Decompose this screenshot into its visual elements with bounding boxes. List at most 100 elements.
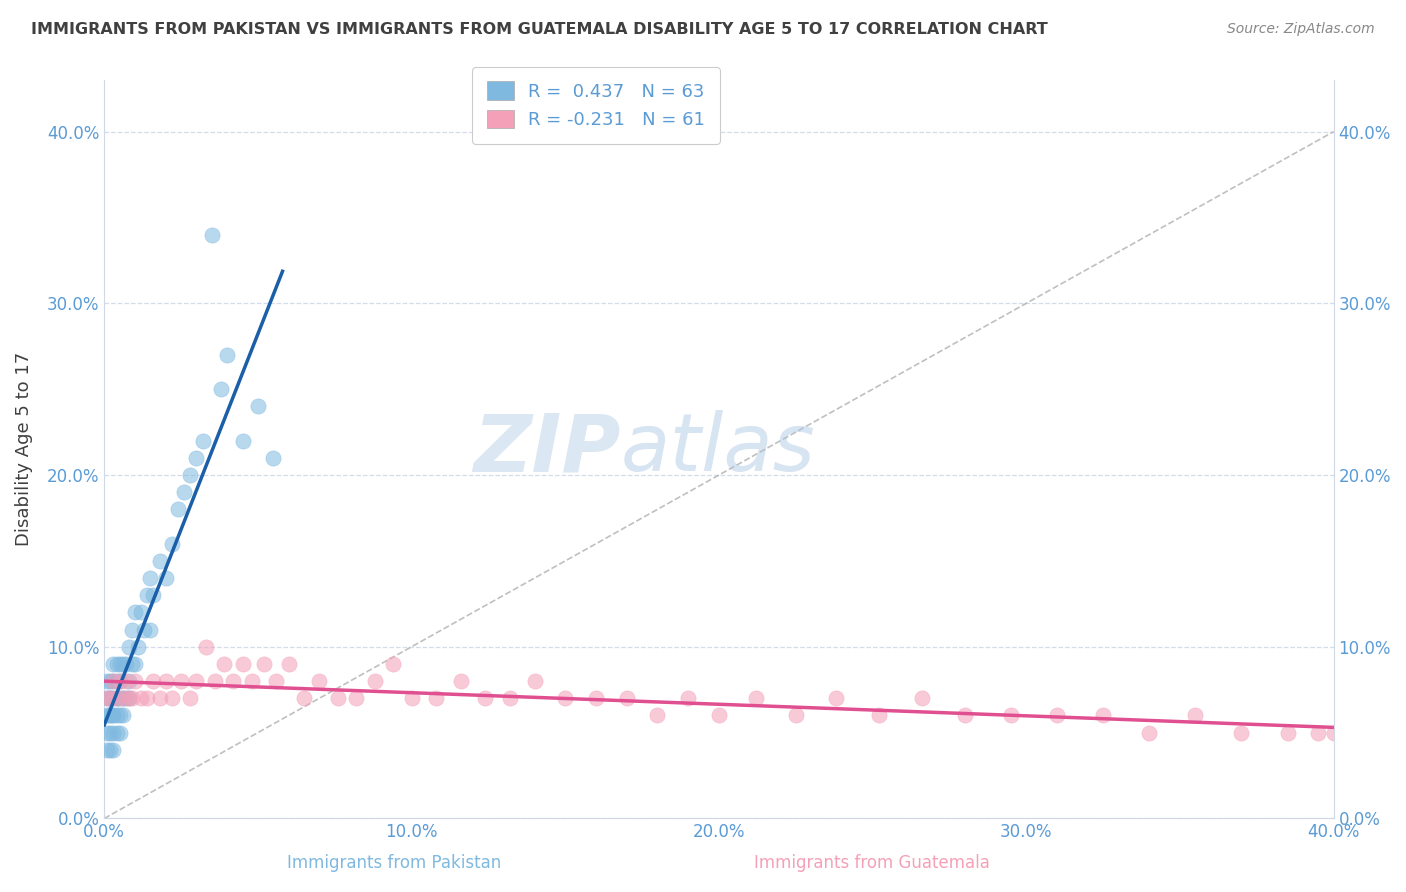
Point bbox=[111, 691, 134, 706]
Point bbox=[127, 640, 149, 654]
Point bbox=[108, 725, 131, 739]
Text: Immigrants from Pakistan: Immigrants from Pakistan bbox=[287, 855, 501, 872]
Point bbox=[585, 691, 607, 706]
Point bbox=[96, 674, 118, 689]
Point bbox=[253, 657, 276, 671]
Point bbox=[1323, 725, 1346, 739]
Point bbox=[139, 571, 162, 585]
Point bbox=[824, 691, 846, 706]
Point bbox=[953, 708, 976, 723]
Point bbox=[108, 674, 131, 689]
Point bbox=[108, 657, 131, 671]
Point bbox=[676, 691, 699, 706]
Point bbox=[232, 434, 254, 448]
Point bbox=[124, 674, 146, 689]
Point bbox=[148, 691, 170, 706]
Point bbox=[155, 571, 177, 585]
Point bbox=[217, 348, 239, 362]
Point bbox=[1184, 708, 1206, 723]
Point bbox=[785, 708, 807, 723]
Point bbox=[136, 691, 159, 706]
Point bbox=[1137, 725, 1160, 739]
Point bbox=[523, 674, 546, 689]
Point bbox=[616, 691, 638, 706]
Point bbox=[136, 588, 159, 602]
Point bbox=[100, 725, 122, 739]
Point bbox=[240, 674, 263, 689]
Point bbox=[103, 674, 125, 689]
Point bbox=[364, 674, 387, 689]
Point bbox=[105, 725, 128, 739]
Point bbox=[647, 708, 669, 723]
Text: Source: ZipAtlas.com: Source: ZipAtlas.com bbox=[1227, 22, 1375, 37]
Point bbox=[134, 623, 156, 637]
Point bbox=[246, 400, 269, 414]
Point bbox=[114, 674, 136, 689]
Point bbox=[179, 468, 201, 483]
Point bbox=[191, 434, 214, 448]
Point bbox=[155, 674, 177, 689]
Point bbox=[118, 691, 141, 706]
Point bbox=[111, 708, 134, 723]
Point bbox=[103, 708, 125, 723]
Point bbox=[108, 708, 131, 723]
Point bbox=[160, 691, 183, 706]
Point bbox=[745, 691, 768, 706]
Point bbox=[868, 708, 890, 723]
Point bbox=[194, 640, 217, 654]
Point bbox=[121, 657, 143, 671]
Point bbox=[96, 708, 118, 723]
Point bbox=[277, 657, 299, 671]
Point bbox=[148, 554, 170, 568]
Point bbox=[100, 691, 122, 706]
Point bbox=[262, 450, 284, 465]
Point bbox=[118, 674, 141, 689]
Point bbox=[105, 691, 128, 706]
Point bbox=[142, 674, 165, 689]
Point bbox=[326, 691, 349, 706]
Point bbox=[96, 691, 118, 706]
Point bbox=[911, 691, 934, 706]
Point bbox=[105, 657, 128, 671]
Point bbox=[100, 708, 122, 723]
Point bbox=[118, 640, 141, 654]
Point bbox=[201, 227, 224, 242]
Text: ZIP: ZIP bbox=[474, 410, 620, 488]
Point bbox=[103, 708, 125, 723]
Point bbox=[292, 691, 315, 706]
Point bbox=[114, 657, 136, 671]
Point bbox=[266, 674, 288, 689]
Point bbox=[96, 725, 118, 739]
Point bbox=[114, 691, 136, 706]
Point bbox=[499, 691, 522, 706]
Point bbox=[344, 691, 367, 706]
Y-axis label: Disability Age 5 to 17: Disability Age 5 to 17 bbox=[15, 352, 32, 547]
Point bbox=[129, 606, 152, 620]
Point bbox=[124, 606, 146, 620]
Point bbox=[425, 691, 447, 706]
Point bbox=[121, 623, 143, 637]
Point bbox=[1046, 708, 1069, 723]
Point bbox=[108, 691, 131, 706]
Point bbox=[167, 502, 190, 516]
Legend: R =  0.437   N = 63, R = -0.231   N = 61: R = 0.437 N = 63, R = -0.231 N = 61 bbox=[472, 67, 720, 144]
Point bbox=[103, 657, 125, 671]
Point bbox=[121, 691, 143, 706]
Point bbox=[118, 691, 141, 706]
Point bbox=[129, 691, 152, 706]
Point bbox=[173, 485, 195, 500]
Point bbox=[103, 743, 125, 757]
Point bbox=[124, 657, 146, 671]
Point bbox=[96, 743, 118, 757]
Text: atlas: atlas bbox=[620, 410, 815, 488]
Point bbox=[222, 674, 245, 689]
Point bbox=[142, 588, 165, 602]
Text: Immigrants from Guatemala: Immigrants from Guatemala bbox=[754, 855, 990, 872]
Point bbox=[707, 708, 730, 723]
Point bbox=[100, 691, 122, 706]
Point bbox=[186, 450, 208, 465]
Point bbox=[1277, 725, 1299, 739]
Point bbox=[108, 674, 131, 689]
Point bbox=[204, 674, 226, 689]
Point bbox=[450, 674, 472, 689]
